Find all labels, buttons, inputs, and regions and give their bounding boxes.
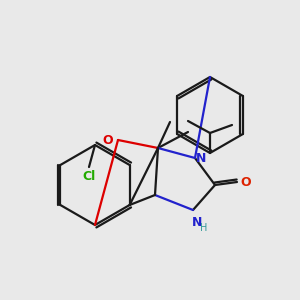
Text: O: O — [241, 176, 251, 188]
Text: H: H — [200, 223, 208, 233]
Text: N: N — [192, 215, 202, 229]
Text: O: O — [103, 134, 113, 146]
Text: Cl: Cl — [82, 170, 96, 184]
Text: N: N — [196, 152, 206, 164]
